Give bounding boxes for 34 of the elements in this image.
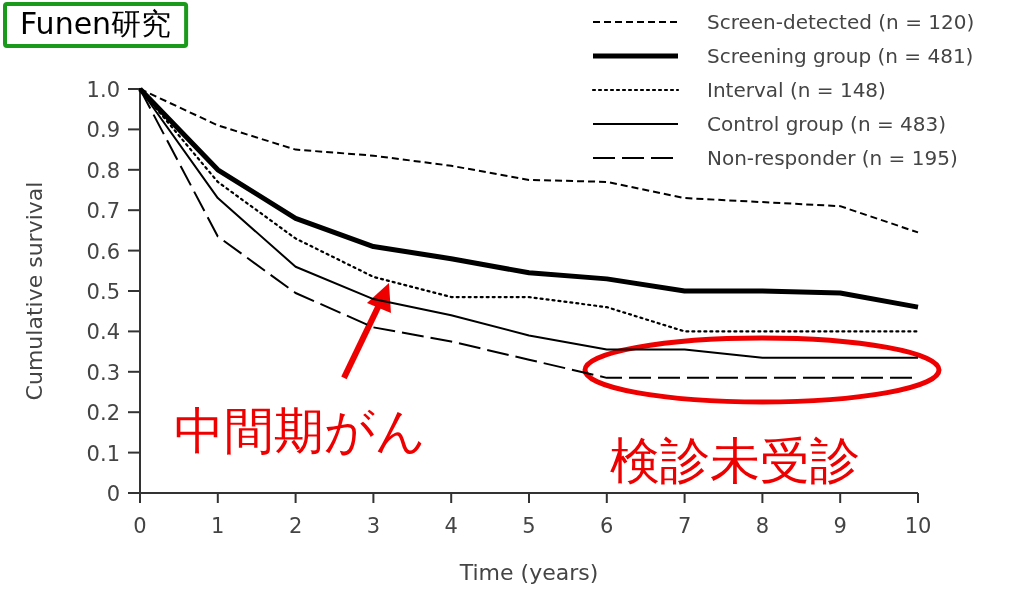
x-axis-title: Time (years) [458, 560, 599, 585]
title-box: Funen研究 [3, 2, 189, 48]
chart-title: Funen研究 [20, 6, 172, 41]
x-tick-label: 10 [904, 514, 932, 538]
x-tick-label: 3 [366, 514, 381, 538]
y-tick-label: 0.6 [86, 239, 120, 264]
x-tick-label: 7 [677, 514, 692, 538]
y-tick-label: 0.7 [86, 199, 120, 224]
y-tick-label: 0.4 [86, 320, 120, 345]
x-tick-label: 6 [600, 514, 614, 538]
y-tick-label: 0 [106, 482, 120, 506]
x-tick-label: 2 [288, 514, 303, 538]
x-tick-label: 9 [833, 514, 847, 538]
legend-label: Non-responder (n = 195) [707, 146, 958, 170]
x-tick-label: 8 [755, 514, 770, 538]
y-tick-label: 1.0 [86, 78, 120, 102]
y-tick-label: 0.2 [86, 401, 120, 426]
legend-label: Screening group (n = 481) [707, 44, 974, 68]
y-tick-label: 0.3 [86, 360, 120, 385]
annotation-layer: 中間期がん 検診未受診 [173, 282, 942, 490]
x-tick-label: 0 [133, 514, 147, 538]
x-tick-label: 5 [522, 514, 536, 538]
legend-label: Interval (n = 148) [707, 78, 886, 102]
y-tick-label: 0.1 [86, 441, 120, 466]
annotation: 検診未受診 [610, 432, 860, 490]
annotation: 中間期がん [173, 401, 426, 460]
x-tick-label: 4 [444, 514, 458, 538]
y-axis-title: Cumulative survival [22, 181, 47, 401]
y-tick-label: 0.9 [86, 118, 120, 143]
y-tick-label: 0.8 [86, 158, 120, 183]
x-tick-label: 1 [211, 514, 225, 538]
y-tick-label: 0.5 [86, 280, 120, 304]
legend-label: Control group (n = 483) [707, 112, 947, 136]
legend-label: Screen-detected (n = 120) [707, 10, 975, 34]
